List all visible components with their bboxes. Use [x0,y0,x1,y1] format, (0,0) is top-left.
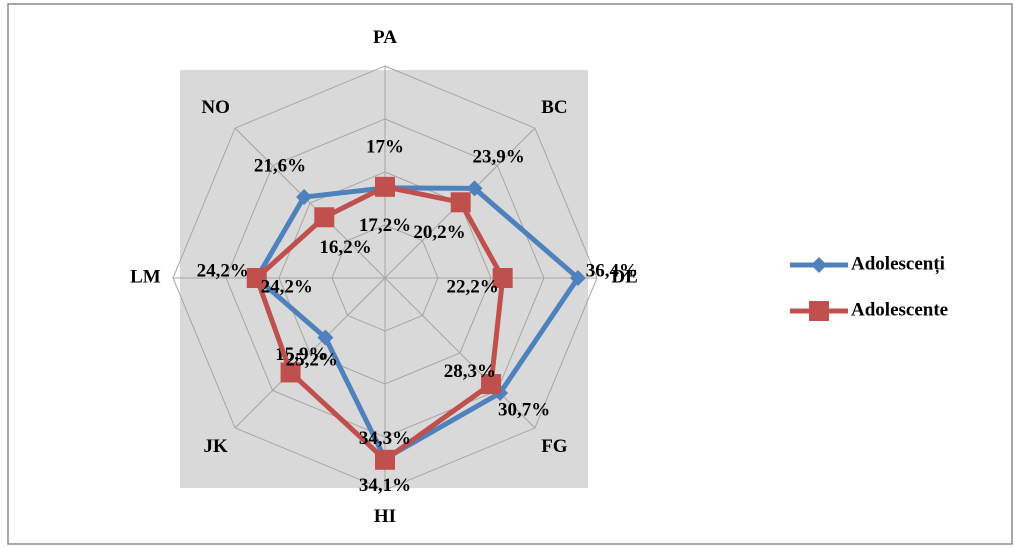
marker [375,176,395,197]
category-label: LM [130,266,161,287]
marker [314,207,335,228]
data-label: 34,3% [359,428,411,449]
category-label: PA [373,27,397,48]
axis-spoke [234,127,386,279]
category-label: NO [201,97,230,118]
marker [280,362,301,383]
data-label: 25,2% [286,350,338,371]
category-label: HI [374,506,396,527]
marker [317,329,334,346]
data-label: 23,9% [472,147,524,168]
data-label: 17,2% [359,215,411,236]
axis-spoke [384,277,536,429]
data-label: 21,6% [254,155,306,176]
data-label: 20,2% [413,222,465,243]
axis-spoke [234,277,386,429]
data-label: 22,2% [447,276,499,297]
data-label: 34,1% [359,475,411,496]
category-label: FG [541,436,568,457]
category-label: DE [611,266,637,287]
legend-label: Adolescente [851,299,948,320]
category-label: JK [203,436,228,457]
marker [481,374,502,395]
data-label: 28,3% [444,361,496,382]
marker [296,189,313,206]
marker [569,270,586,286]
legend-marker [811,257,827,273]
legend-marker [809,301,829,321]
data-label: 17% [366,136,404,157]
marker [375,449,395,470]
data-label: 24,2% [261,276,313,297]
marker [450,192,471,213]
data-label: 36,4% [586,260,638,281]
category-label: BC [541,97,567,118]
marker [492,268,513,288]
marker [246,268,267,288]
legend-label: Adolescenți [851,253,945,274]
data-label: 30,7% [498,399,550,420]
data-label: 16,2% [319,237,371,258]
data-label: 24,2% [197,260,249,281]
